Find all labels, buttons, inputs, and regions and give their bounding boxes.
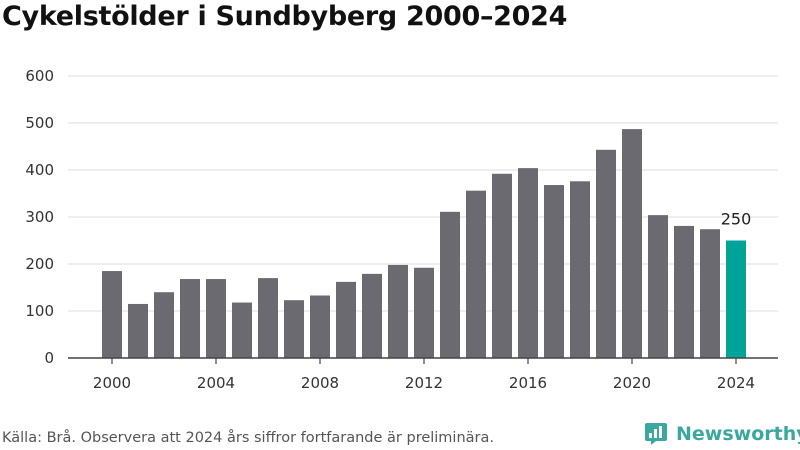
bar xyxy=(336,281,356,358)
bar xyxy=(284,300,304,358)
bar xyxy=(102,271,122,358)
bar xyxy=(518,168,538,358)
bar xyxy=(310,295,330,358)
x-tick-label: 2016 xyxy=(509,374,547,392)
bar xyxy=(362,273,382,358)
bar xyxy=(544,185,564,358)
bar xyxy=(596,149,616,358)
bar xyxy=(128,303,148,358)
bar xyxy=(180,279,200,358)
x-tick-label: 2012 xyxy=(405,374,443,392)
bar xyxy=(700,229,720,358)
bar xyxy=(648,215,668,358)
bar xyxy=(388,264,408,358)
bar xyxy=(466,190,486,358)
y-tick-label: 600 xyxy=(25,67,54,85)
source-note: Källa: Brå. Observera att 2024 års siffr… xyxy=(2,430,494,446)
bar xyxy=(440,211,460,358)
bar xyxy=(206,279,226,358)
brand-logo[interactable]: Newsworthy xyxy=(644,420,800,448)
x-tick-label: 2000 xyxy=(93,374,131,392)
bar xyxy=(674,225,694,358)
bar xyxy=(414,267,434,358)
x-tick-label: 2004 xyxy=(197,374,235,392)
data-label: 250 xyxy=(721,210,752,229)
chart-title: Cykelstölder i Sundbyberg 2000–2024 xyxy=(2,1,568,32)
bar xyxy=(258,278,278,358)
y-tick-label: 300 xyxy=(25,208,54,226)
newsworthy-logo-icon xyxy=(645,423,667,445)
bar xyxy=(726,240,746,358)
bar xyxy=(570,181,590,358)
bar xyxy=(492,173,512,358)
bar xyxy=(232,302,252,358)
y-tick-label: 100 xyxy=(25,302,54,320)
x-tick-label: 2020 xyxy=(613,374,651,392)
y-tick-label: 0 xyxy=(44,349,54,367)
y-tick-label: 400 xyxy=(25,161,54,179)
x-tick-label: 2008 xyxy=(301,374,339,392)
brand-name: Newsworthy xyxy=(676,423,800,445)
bar xyxy=(622,129,642,358)
y-tick-label: 500 xyxy=(25,114,54,132)
x-tick-label: 2024 xyxy=(717,374,755,392)
y-tick-label: 200 xyxy=(25,255,54,273)
bar xyxy=(154,292,174,358)
